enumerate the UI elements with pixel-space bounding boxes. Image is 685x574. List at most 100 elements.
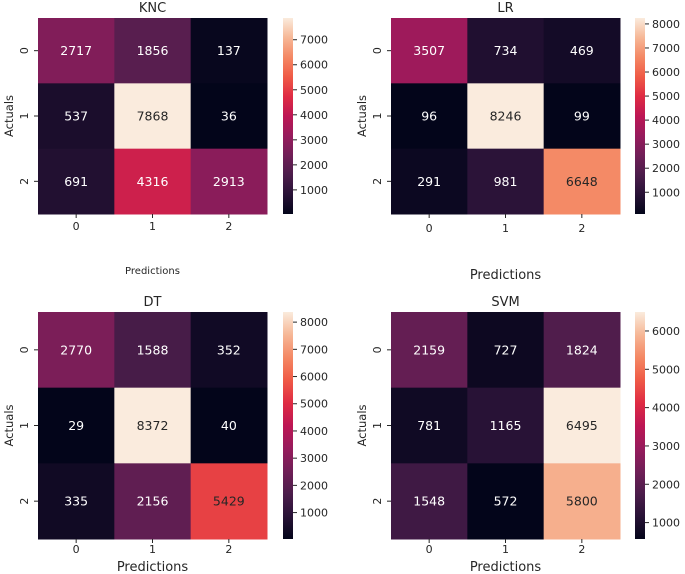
cell-value-label: 7868 <box>137 109 169 124</box>
cell-value-label: 4316 <box>137 174 169 189</box>
heatmap-cell <box>38 463 115 540</box>
colorbar-tick-label: 6000 <box>652 66 680 79</box>
x-tick-label: 0 <box>426 543 433 556</box>
x-tick-label: 0 <box>73 220 80 233</box>
y-axis-label: Actuals <box>2 95 16 137</box>
y-axis-label: Actuals <box>355 404 369 446</box>
colorbar-tick-label: 2000 <box>300 479 328 492</box>
y-tick-label: 0 <box>18 346 31 353</box>
heatmap-cell <box>391 83 468 150</box>
colorbar-tick-label: 7000 <box>652 42 680 55</box>
colorbar <box>283 312 293 539</box>
colorbar-tick-label: 3000 <box>652 440 680 453</box>
heatmap-cell <box>391 312 468 389</box>
colorbar-tick-label: 3000 <box>300 134 328 147</box>
y-tick-label: 0 <box>371 47 384 54</box>
x-axis-label: Predictions <box>125 266 180 277</box>
colorbar-tick-label: 6000 <box>652 325 680 338</box>
heatmap-cell <box>467 387 545 464</box>
heatmap-cell <box>467 312 545 389</box>
x-tick-label: 2 <box>225 543 232 556</box>
y-tick-label: 2 <box>371 178 384 185</box>
colorbar <box>635 312 645 539</box>
x-tick-label: 2 <box>225 220 232 233</box>
cell-value-label: 96 <box>421 109 437 124</box>
cell-value-label: 6648 <box>566 174 598 189</box>
heatmap-cell <box>38 83 115 150</box>
heatmap-cell <box>543 18 621 84</box>
colorbar-tick-label: 1000 <box>300 184 328 197</box>
heatmap-cell <box>190 148 268 215</box>
heatmap-cell <box>114 83 192 150</box>
heatmap-cell <box>391 463 468 540</box>
colorbar-tick-label: 8000 <box>300 316 328 329</box>
cell-value-label: 691 <box>64 174 88 189</box>
colorbar-tick-label: 2000 <box>652 162 680 175</box>
colorbar-tick-label: 5000 <box>652 90 680 103</box>
cell-value-label: 8372 <box>137 418 169 433</box>
heatmap-cell <box>38 18 115 84</box>
cell-value-label: 2159 <box>413 342 445 357</box>
x-tick-label: 1 <box>502 543 509 556</box>
colorbar-tick-label: 6000 <box>300 59 328 72</box>
y-tick-label: 2 <box>371 498 384 505</box>
colorbar-tick-label: 3000 <box>300 452 328 465</box>
cell-value-label: 2156 <box>137 494 169 509</box>
heatmap-cell <box>391 18 468 84</box>
heatmap-cell <box>391 148 468 215</box>
cell-value-label: 2770 <box>60 342 92 357</box>
heatmap-cell <box>190 387 268 464</box>
colorbar-tick-label: 4000 <box>652 402 680 415</box>
y-tick-label: 1 <box>371 422 384 429</box>
heatmap-cell <box>543 312 621 389</box>
x-tick-label: 1 <box>502 222 509 235</box>
cell-value-label: 8246 <box>490 109 522 124</box>
cell-value-label: 6495 <box>566 418 598 433</box>
heatmap-cell <box>38 312 115 389</box>
chart-title: DT <box>144 295 162 310</box>
y-tick-label: 1 <box>18 113 31 120</box>
colorbar-tick-label: 4000 <box>300 425 328 438</box>
cell-value-label: 5800 <box>566 494 598 509</box>
heatmap-cell <box>38 387 115 464</box>
heatmap-cell <box>467 83 545 150</box>
heatmap-cell <box>114 312 192 389</box>
y-tick-label: 0 <box>18 47 31 54</box>
cell-value-label: 1165 <box>490 418 522 433</box>
heatmap-cell <box>467 463 545 540</box>
colorbar-tick-label: 3000 <box>652 138 680 151</box>
x-axis-label: Predictions <box>117 560 189 574</box>
heatmap-cell <box>190 463 268 540</box>
colorbar-tick-label: 2000 <box>300 159 328 172</box>
y-axis-label: Actuals <box>355 95 369 137</box>
heatmap-panel-dt: DT 2770 1588 352 29 8372 40 335 2156 5429 0 1 2 0 1 2 Pr… <box>2 295 328 574</box>
y-tick-label: 2 <box>18 178 31 185</box>
x-tick-label: 2 <box>578 543 585 556</box>
x-tick-label: 0 <box>73 543 80 556</box>
heatmap-panel-lr: LR 3507 734 469 96 8246 99 291 981 6648 0 1 2 0 1 2 Pred… <box>355 1 680 283</box>
heatmap-cell <box>114 387 192 464</box>
cell-value-label: 2913 <box>213 174 245 189</box>
cell-value-label: 36 <box>221 109 237 124</box>
cell-value-label: 469 <box>570 43 594 58</box>
cell-value-label: 1588 <box>137 342 169 357</box>
colorbar-tick-label: 5000 <box>300 398 328 411</box>
colorbar-tick-label: 5000 <box>652 363 680 376</box>
heatmap-cell <box>543 387 621 464</box>
colorbar-tick-label: 8000 <box>652 18 680 31</box>
heatmap-panel-knc: KNC 2717 1856 137 537 7868 36 691 4316 2913 0 1 2 0 1 2… <box>2 1 328 277</box>
colorbar <box>635 18 645 214</box>
y-tick-label: 1 <box>18 422 31 429</box>
heatmap-cell <box>190 18 268 84</box>
colorbar-tick-label: 7000 <box>300 34 328 47</box>
y-axis-label: Actuals <box>2 404 16 446</box>
cell-value-label: 291 <box>417 174 441 189</box>
heatmap-cell <box>467 18 545 84</box>
x-tick-label: 0 <box>426 222 433 235</box>
colorbar-tick-label: 6000 <box>300 371 328 384</box>
colorbar-tick-label: 1000 <box>652 517 680 530</box>
heatmap-cell <box>114 463 192 540</box>
heatmap-cell <box>543 83 621 150</box>
x-tick-label: 1 <box>149 220 156 233</box>
